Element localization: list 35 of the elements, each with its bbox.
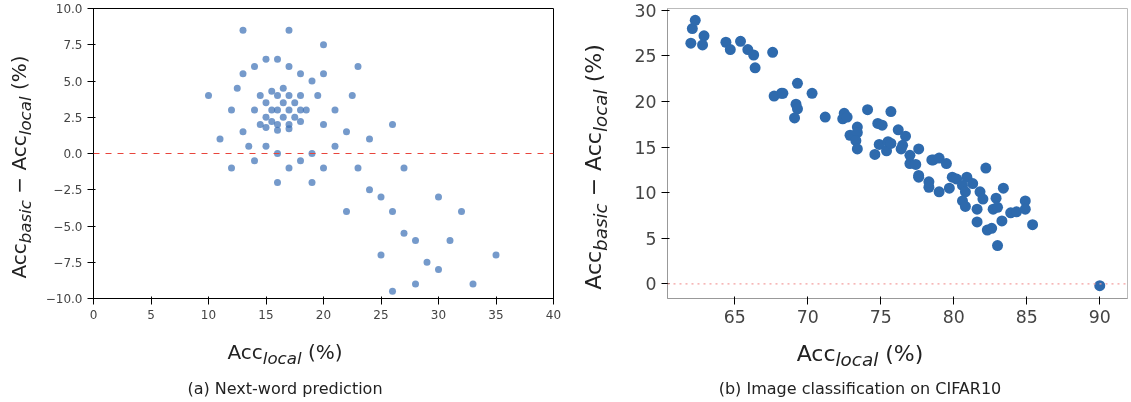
x-axis-title: Acc$_{local}$ (%): [226, 339, 344, 368]
text: (b) Image classification on CIFAR10: [717, 378, 1003, 400]
x-tick-label: 35: [488, 307, 504, 322]
x-tick-label: 5: [147, 307, 155, 322]
x-axis-title: Acc$_{local}$ (%): [795, 340, 925, 371]
y-tick-label: −2.5: [53, 183, 83, 198]
y-tick-label: 20: [634, 92, 657, 113]
y-tick-label: 0: [645, 274, 657, 295]
x-tick-label: 65: [723, 306, 746, 327]
x-tick-label: 90: [1088, 306, 1111, 327]
x-tick-label: 15: [258, 307, 274, 322]
x-tick-label: 80: [942, 306, 965, 327]
text: (a) Next-word prediction: [186, 378, 384, 400]
x-tick-label: 0: [89, 307, 98, 322]
y-tick-label: 2.5: [63, 110, 83, 125]
x-tick-label: 70: [796, 306, 819, 327]
x-tick-label: 20: [315, 307, 332, 322]
x-tick-label: 10: [200, 307, 217, 322]
y-tick-label: 25: [634, 46, 657, 67]
y-tick-label: 5: [645, 228, 657, 249]
y-tick-label: 0.0: [63, 147, 83, 161]
y-tick-label: −5.0: [53, 219, 83, 234]
x-tick-label: 85: [1015, 306, 1038, 327]
y-tick-label: −10.0: [45, 292, 83, 306]
x-tick-label: 30: [430, 307, 447, 322]
y-tick-label: 7.5: [63, 38, 83, 53]
x-tick-label: 75: [869, 306, 892, 327]
x-tick-label: 40: [545, 307, 562, 322]
y-tick-label: −7.5: [53, 255, 83, 270]
y-tick-label: 5.0: [63, 74, 83, 89]
x-tick-label: 25: [373, 307, 389, 322]
y-tick-label: 10: [634, 183, 657, 204]
y-tick-label: 30: [634, 0, 657, 21]
y-tick-label: 15: [634, 137, 657, 158]
y-tick-label: 10.0: [55, 2, 83, 16]
